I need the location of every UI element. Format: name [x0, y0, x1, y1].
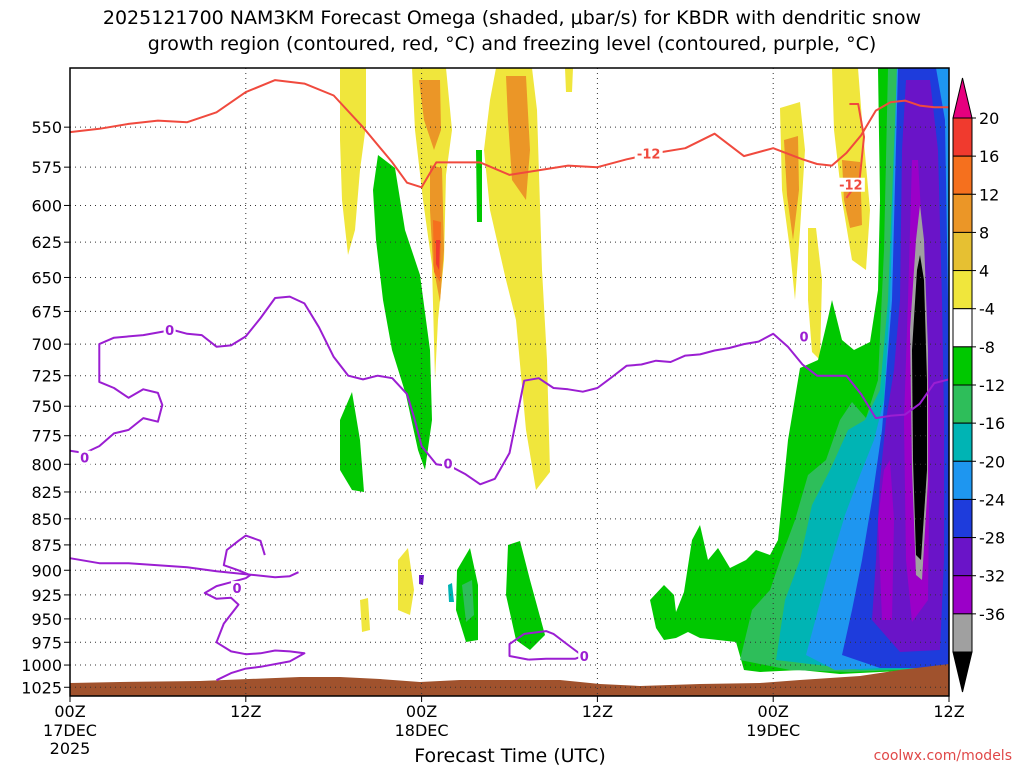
x-tick-label: 2025 — [50, 739, 91, 758]
contour-label-bg — [231, 581, 244, 596]
watermark: coolwx.com/models — [874, 748, 1012, 764]
x-axis-label: Forecast Time (UTC) — [414, 745, 605, 767]
colorbar-box — [952, 346, 973, 386]
x-tick-label: 18DEC — [395, 721, 449, 740]
colorbar-label: -12 — [979, 376, 1005, 395]
contour-label-bg — [578, 648, 591, 663]
colorbar-box — [952, 231, 973, 272]
colorbar-label: 8 — [979, 223, 989, 242]
colorbar-label: -16 — [979, 414, 1005, 433]
contour-label: 0 — [443, 457, 452, 472]
colorbar-legend: 20 16 12 8 4 -4 -8 -12 -16 -20 -24 -28 -32 -36 — [952, 77, 1005, 693]
colorbar-label: -4 — [979, 300, 995, 319]
contour-line-0c — [69, 295, 950, 486]
y-tick-label: 850 — [31, 510, 62, 529]
colorbar-box — [952, 575, 973, 615]
y-tick-label: 675 — [31, 302, 62, 321]
x-tick-label: 00Z — [758, 702, 789, 721]
y-tick-label: 875 — [31, 536, 62, 555]
contour-label-bg — [441, 456, 454, 471]
contour-label: 0 — [80, 452, 89, 467]
contour-label: 0 — [799, 331, 808, 346]
contour-label-bg — [78, 450, 91, 465]
colorbar-label: 4 — [979, 262, 989, 281]
colorbar-box — [952, 537, 973, 577]
x-tick-label: 19DEC — [746, 721, 800, 740]
colorbar-label: -8 — [979, 338, 995, 357]
x-tick-label: 17DEC — [43, 721, 97, 740]
colorbar-box — [952, 498, 973, 539]
x-tick-label: 00Z — [406, 702, 437, 721]
plot-area: -12 -12 0 0 0 0 0 0 550 575 600 625 650 675 700 725 750… — [21, 67, 965, 758]
y-axis: 550 575 600 625 650 675 700 725 750 775 800 825 850 8… — [21, 118, 70, 697]
x-tick-label: 00Z — [54, 702, 85, 721]
colorbar-box — [952, 613, 973, 653]
colorbar-box — [952, 193, 973, 233]
y-tick-label: 900 — [31, 561, 62, 580]
colorbar-box — [952, 384, 973, 424]
x-tick-label: 12Z — [230, 702, 261, 721]
contour-label: 0 — [165, 324, 174, 339]
contour-line-0c — [203, 534, 306, 682]
y-tick-label: 825 — [31, 483, 62, 502]
y-tick-label: 725 — [31, 367, 62, 386]
contour-line-minus12c — [69, 79, 949, 189]
contour-line-0c — [508, 630, 584, 661]
contour-label-bg — [797, 329, 810, 344]
colorbar-box — [952, 117, 973, 157]
contour-label: 0 — [232, 582, 241, 597]
chart-title-line-2: growth region (contoured, red, °C) and f… — [148, 33, 877, 55]
contour-label: -12 — [839, 179, 863, 194]
colorbar-label: 20 — [979, 109, 999, 128]
colorbar-label: -24 — [979, 490, 1005, 509]
colorbar-top-arrow — [952, 77, 973, 119]
colorbar-label: -32 — [979, 567, 1005, 586]
y-tick-label: 600 — [31, 196, 62, 215]
colorbar-label: -36 — [979, 605, 1005, 624]
y-tick-label: 750 — [31, 397, 62, 416]
y-tick-label: 975 — [31, 633, 62, 652]
y-tick-label: 800 — [31, 455, 62, 474]
colorbar-label: -28 — [979, 529, 1005, 548]
contour-label: 0 — [580, 650, 589, 665]
contour-label-bg — [634, 146, 663, 161]
x-tick-label: 12Z — [933, 702, 964, 721]
contour-label-bg — [163, 323, 176, 338]
y-tick-label: 550 — [31, 118, 62, 137]
colorbar-bottom-arrow — [952, 651, 973, 693]
colorbar-box — [952, 460, 973, 500]
omega-shading — [70, 68, 949, 696]
colorbar-label: 16 — [979, 147, 999, 166]
colorbar-label: -20 — [979, 452, 1005, 471]
y-tick-label: 1025 — [21, 678, 62, 697]
y-tick-label: 625 — [31, 233, 62, 252]
chart-title-line-1: 2025121700 NAM3KM Forecast Omega (shaded… — [103, 7, 921, 29]
contour-label: -12 — [637, 148, 661, 163]
colorbar-box — [952, 270, 973, 310]
y-tick-label: 650 — [31, 268, 62, 287]
contour-lines: -12 -12 0 0 0 0 0 0 — [69, 79, 950, 682]
colorbar-label: 12 — [979, 185, 999, 204]
plot-frame — [69, 67, 950, 697]
y-tick-label: 700 — [31, 335, 62, 354]
colorbar-box — [952, 422, 973, 462]
y-tick-label: 925 — [31, 586, 62, 605]
colorbar-box — [952, 308, 973, 348]
contour-label-bg — [836, 177, 865, 192]
y-tick-label: 950 — [31, 610, 62, 629]
y-tick-label: 775 — [31, 427, 62, 446]
y-tick-label: 1000 — [21, 656, 62, 675]
y-tick-label: 575 — [31, 158, 62, 177]
x-tick-label: 12Z — [582, 702, 613, 721]
contour-line-0c — [69, 557, 299, 579]
colorbar-box — [952, 155, 973, 195]
